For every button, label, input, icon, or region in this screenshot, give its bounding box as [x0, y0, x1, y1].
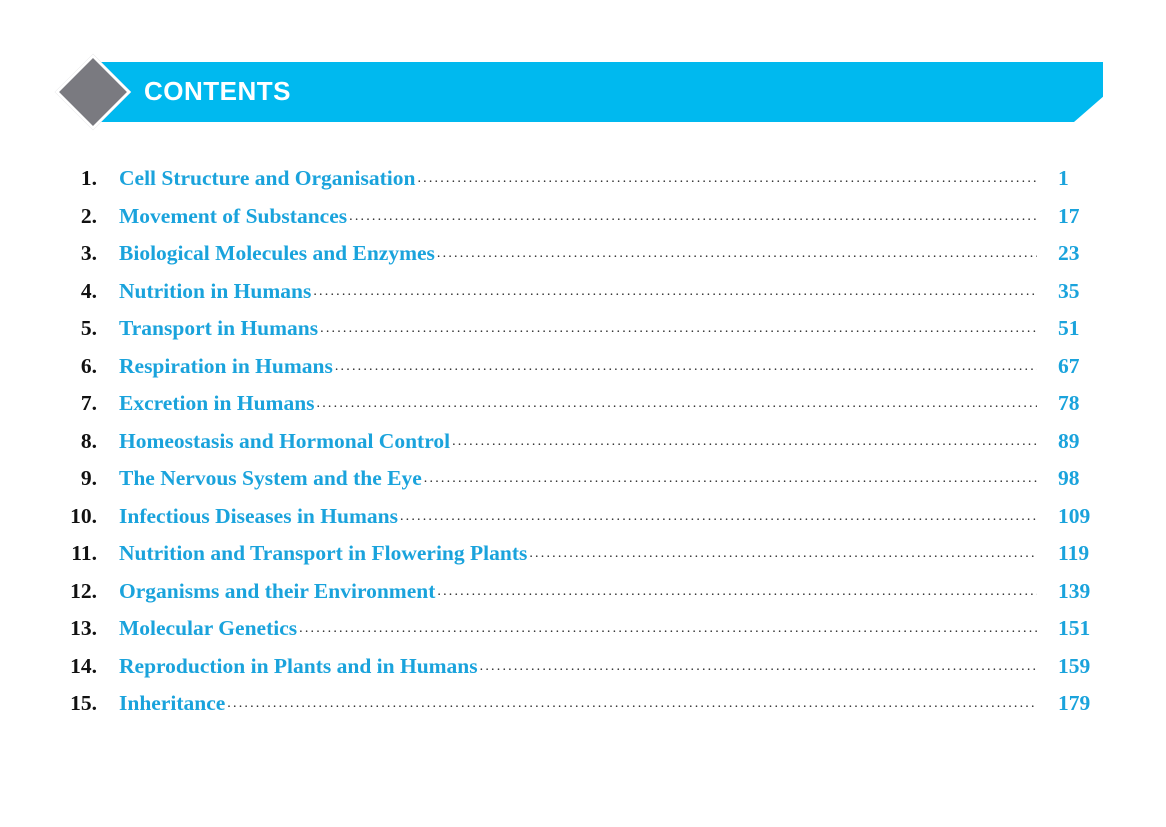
page-number: 151 [1058, 616, 1091, 641]
toc-entry[interactable]: 14. Reproduction in Plants and in Humans… [0, 648, 1166, 686]
page-number: 98 [1058, 466, 1080, 491]
chapter-number: 13. [70, 616, 97, 641]
dot-leader: ........................................… [349, 208, 1037, 224]
chapter-title[interactable]: Biological Molecules and Enzymes [119, 241, 435, 266]
page-number: 51 [1058, 316, 1080, 341]
page-number: 159 [1058, 653, 1091, 678]
entry-line: Cell Structure and Organisation.........… [119, 166, 1037, 191]
dot-leader: ........................................… [437, 583, 1037, 599]
entry-line: Infectious Diseases in Humans...........… [119, 504, 1037, 529]
chapter-number: 8. [80, 428, 97, 453]
toc-entry[interactable]: 15. Inheritance.........................… [0, 685, 1166, 723]
chapter-number: 1. [80, 166, 97, 191]
toc-entry[interactable]: 2. Movement of Substances...............… [0, 198, 1166, 236]
dot-leader: ........................................… [299, 621, 1037, 637]
page-number: 23 [1058, 241, 1080, 266]
chapter-title[interactable]: Nutrition in Humans [119, 278, 312, 303]
toc-entry[interactable]: 8. Homeostasis and Hormonal Control.....… [0, 423, 1166, 461]
entry-line: Respiration in Humans...................… [119, 354, 1037, 379]
chapter-title[interactable]: Homeostasis and Hormonal Control [119, 428, 451, 453]
table-of-contents: 1. Cell Structure and Organisation......… [0, 160, 1166, 723]
toc-entry[interactable]: 7. Excretion in Humans..................… [0, 385, 1166, 423]
header-banner [97, 62, 1103, 122]
dot-leader: ........................................… [316, 396, 1037, 412]
chapter-title[interactable]: Excretion in Humans [119, 391, 315, 416]
chapter-title[interactable]: Molecular Genetics [119, 616, 298, 641]
dot-leader: ........................................… [423, 471, 1037, 487]
chapter-title[interactable]: Infectious Diseases in Humans [119, 503, 398, 528]
toc-entry[interactable]: 1. Cell Structure and Organisation......… [0, 160, 1166, 198]
chapter-number: 3. [80, 241, 97, 266]
page-number: 109 [1058, 503, 1091, 528]
entry-line: Organisms and their Environment.........… [119, 579, 1037, 604]
toc-entry[interactable]: 11. Nutrition and Transport in Flowering… [0, 535, 1166, 573]
chapter-number: 6. [80, 353, 97, 378]
toc-entry[interactable]: 9. The Nervous System and the Eye.......… [0, 460, 1166, 498]
page-title: CONTENTS [144, 76, 291, 106]
page-number: 35 [1058, 278, 1080, 303]
dot-leader: ........................................… [334, 358, 1037, 374]
chapter-title[interactable]: The Nervous System and the Eye [119, 466, 422, 491]
dot-leader: ........................................… [313, 283, 1037, 299]
chapter-number: 12. [70, 578, 97, 603]
entry-line: Nutrition and Transport in Flowering Pla… [119, 541, 1037, 566]
chapter-number: 15. [70, 691, 97, 716]
entry-line: Movement of Substances..................… [119, 204, 1037, 229]
page-number: 78 [1058, 391, 1080, 416]
toc-entry[interactable]: 13. Molecular Genetics..................… [0, 610, 1166, 648]
entry-line: The Nervous System and the Eye..........… [119, 466, 1037, 491]
toc-entry[interactable]: 12. Organisms and their Environment.....… [0, 573, 1166, 611]
dot-leader: ........................................… [479, 658, 1037, 674]
entry-line: Inheritance.............................… [119, 691, 1037, 716]
toc-entry[interactable]: 4. Nutrition in Humans..................… [0, 273, 1166, 311]
page-number: 67 [1058, 353, 1080, 378]
toc-entry[interactable]: 3. Biological Molecules and Enzymes.....… [0, 235, 1166, 273]
page-number: 17 [1058, 203, 1080, 228]
chapter-title[interactable]: Movement of Substances [119, 203, 348, 228]
dot-leader: ........................................… [529, 546, 1037, 562]
dot-leader: ........................................… [452, 433, 1037, 449]
toc-entry[interactable]: 6. Respiration in Humans................… [0, 348, 1166, 386]
chapter-number: 2. [80, 203, 97, 228]
dot-leader: ........................................… [399, 508, 1037, 524]
entry-line: Reproduction in Plants and in Humans....… [119, 654, 1037, 679]
chapter-number: 10. [70, 503, 97, 528]
entry-line: Biological Molecules and Enzymes........… [119, 241, 1037, 266]
page-number: 179 [1058, 691, 1091, 716]
page-number: 139 [1058, 578, 1091, 603]
entry-line: Homeostasis and Hormonal Control........… [119, 429, 1037, 454]
dot-leader: ........................................… [436, 246, 1037, 262]
chapter-number: 7. [80, 391, 97, 416]
page-number: 1 [1058, 166, 1069, 191]
chapter-title[interactable]: Organisms and their Environment [119, 578, 436, 603]
toc-entry[interactable]: 5. Transport in Humans..................… [0, 310, 1166, 348]
chapter-number: 4. [80, 278, 97, 303]
page-number: 89 [1058, 428, 1080, 453]
chapter-title[interactable]: Reproduction in Plants and in Humans [119, 653, 478, 678]
chapter-title[interactable]: Cell Structure and Organisation [119, 166, 416, 191]
entry-line: Transport in Humans.....................… [119, 316, 1037, 341]
chapter-number: 9. [80, 466, 97, 491]
toc-entry[interactable]: 10. Infectious Diseases in Humans.......… [0, 498, 1166, 536]
chapter-title[interactable]: Transport in Humans [119, 316, 319, 341]
dot-leader: ........................................… [320, 321, 1037, 337]
chapter-number: 5. [80, 316, 97, 341]
chapter-title[interactable]: Inheritance [119, 691, 226, 716]
entry-line: Nutrition in Humans.....................… [119, 279, 1037, 304]
page-number: 119 [1058, 541, 1090, 566]
chapter-number: 14. [70, 653, 97, 678]
dot-leader: ........................................… [227, 696, 1037, 712]
entry-line: Excretion in Humans.....................… [119, 391, 1037, 416]
entry-line: Molecular Genetics......................… [119, 616, 1037, 641]
dot-leader: ........................................… [417, 171, 1037, 187]
chapter-title[interactable]: Respiration in Humans [119, 353, 333, 378]
chapter-title[interactable]: Nutrition and Transport in Flowering Pla… [119, 541, 528, 566]
chapter-number: 11. [71, 541, 97, 566]
